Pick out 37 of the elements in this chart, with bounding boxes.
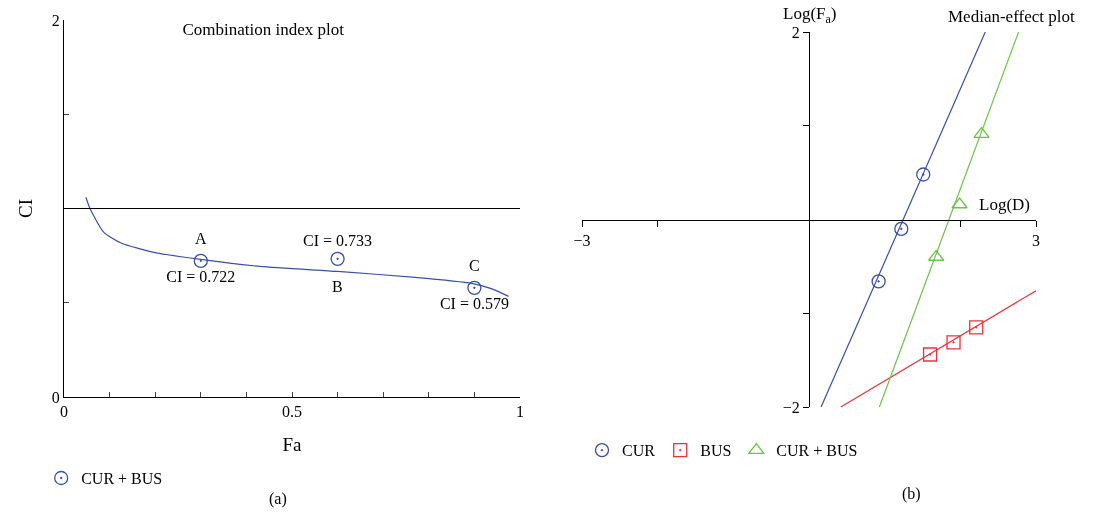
data-label: CI = 0.579 xyxy=(439,294,509,312)
point xyxy=(973,127,990,139)
point xyxy=(193,253,208,269)
x-axis-title: Fa xyxy=(282,434,303,455)
point xyxy=(330,251,345,266)
text: (a) xyxy=(269,490,287,508)
chart-title: Median-effect plot xyxy=(948,7,1075,26)
data-label: CI = 0.722 xyxy=(166,268,236,286)
point xyxy=(871,274,886,289)
data-label: CI = 0.733 xyxy=(303,231,373,249)
legend-label: CUR + BUS xyxy=(776,442,858,460)
chart-title: Combination index plot xyxy=(182,19,345,39)
y-tick-label: −2 xyxy=(782,398,800,416)
annotation: B xyxy=(332,278,343,295)
point xyxy=(894,221,909,237)
y-tick-label: 2 xyxy=(51,11,60,29)
x-tick-label: 0.5 xyxy=(282,403,302,421)
point xyxy=(969,320,984,335)
x-axis-title: Log(D) xyxy=(979,195,1030,214)
legend-label: CUR xyxy=(622,442,656,460)
annotation: A xyxy=(195,230,207,247)
x-tick-label: 1 xyxy=(516,403,524,421)
line-series xyxy=(85,196,510,297)
point xyxy=(916,167,931,182)
y-axis-title: CI xyxy=(14,199,36,218)
legend-label: CUR + BUS xyxy=(81,470,163,488)
point xyxy=(951,197,968,209)
text: (b) xyxy=(902,485,921,503)
legend-label: BUS xyxy=(700,442,732,460)
y-axis-title: Log(F$_{a}$) xyxy=(783,4,837,26)
point xyxy=(946,335,961,350)
x-tick-label: −3 xyxy=(573,231,591,249)
x-tick-label: 3 xyxy=(1032,231,1040,249)
y-tick-label: 2 xyxy=(791,23,800,41)
point xyxy=(922,347,938,362)
annotation: C xyxy=(469,257,480,274)
point xyxy=(467,280,482,295)
